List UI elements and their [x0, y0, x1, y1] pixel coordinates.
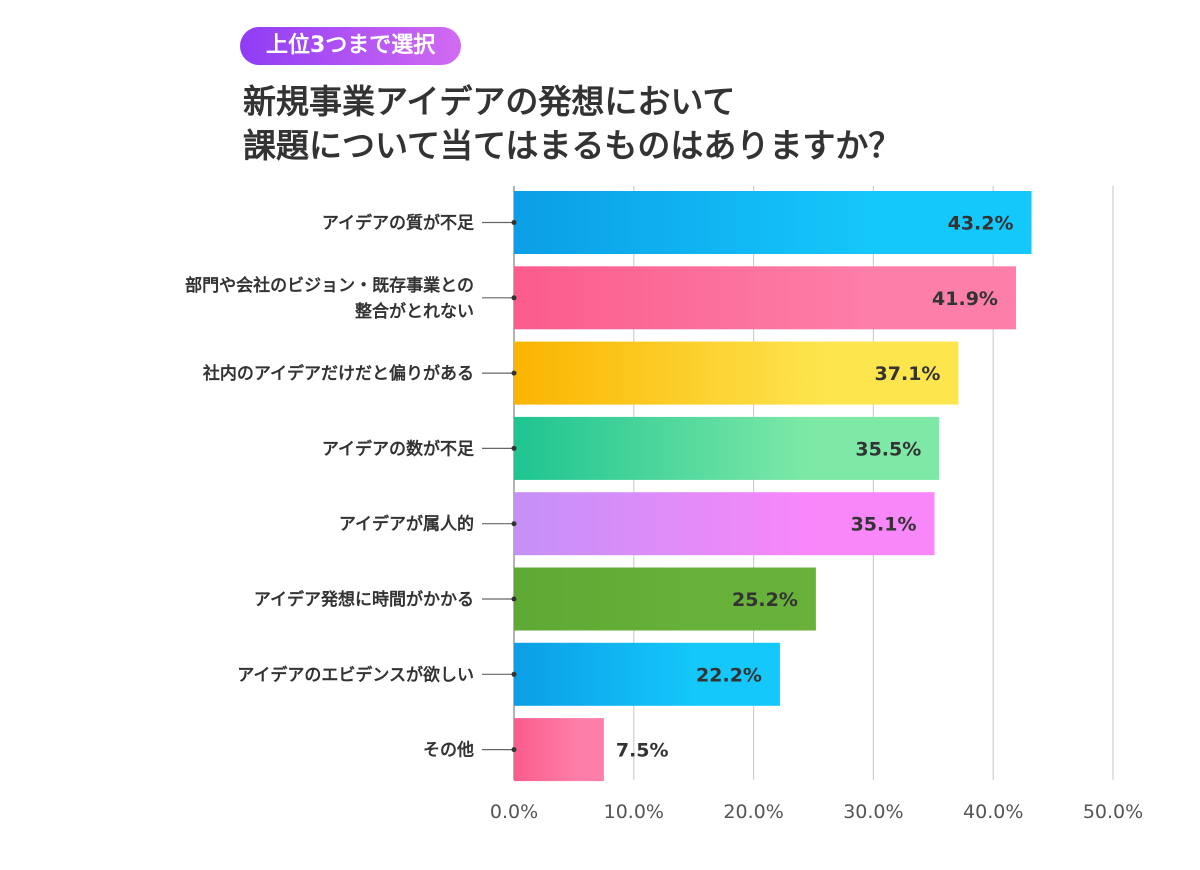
bar-value-label: 35.5% [855, 438, 921, 460]
bar-value-label: 25.2% [732, 589, 798, 611]
labels: 0.0% 10.0% 20.0% 30.0% 40.0% 50.0% 43.2% アイデアの質… [185, 213, 1143, 824]
category-tick-dot [511, 521, 517, 527]
bar [514, 416, 940, 480]
bars [514, 191, 1032, 782]
bar [514, 191, 1032, 254]
bar-value-label: 37.1% [875, 363, 941, 385]
category-label: アイデアの数が不足 [322, 438, 474, 459]
bar-value-label: 7.5% [616, 740, 669, 762]
category-label: その他 [423, 740, 474, 761]
bar-value-label: 35.1% [851, 514, 917, 536]
category-label: アイデアが属人的 [339, 514, 474, 535]
x-tick-label: 40.0% [963, 801, 1023, 823]
title-line-1: 新規事業アイデアの発想において [243, 82, 736, 121]
x-tick-label: 20.0% [723, 801, 783, 823]
category-tick-dot [511, 220, 517, 225]
bar [514, 492, 935, 556]
selection-badge: 上位3つまで選択 [240, 27, 462, 65]
category-tick-dot [511, 370, 517, 376]
x-tick-label: 30.0% [843, 801, 903, 823]
x-tick-label: 50.0% [1083, 801, 1143, 823]
category-label: 社内のアイデアだけだと偏りがある [202, 363, 474, 384]
x-tick-label: 0.0% [490, 801, 538, 823]
bar [514, 266, 1016, 330]
category-tick-dot [511, 747, 517, 753]
bar-value-label: 41.9% [932, 288, 998, 310]
category-label: 部門や会社のビジョン・既存事業との [185, 275, 474, 296]
category-label: 整合がとれない [355, 301, 474, 322]
category-tick-dot [511, 596, 517, 602]
category-label: アイデアのエビデンスが欲しい [237, 664, 474, 685]
bar [514, 567, 816, 631]
category-tick-dot [511, 671, 517, 677]
title-line-2: 課題について当てはまるものはありますか？ [243, 126, 902, 165]
x-tick-label: 10.0% [604, 801, 664, 823]
category-tick-dot [511, 445, 517, 451]
page-title: 新規事業アイデアの発想において 課題について当てはまるものはありますか？ [243, 80, 901, 168]
bar-value-label: 43.2% [948, 213, 1014, 235]
category-tick-dot [511, 295, 517, 301]
bar-value-label: 22.2% [696, 664, 762, 686]
bar [514, 642, 780, 706]
category-label: アイデアの質が不足 [322, 213, 474, 234]
bar [514, 718, 604, 782]
category-label: アイデア発想に時間がかかる [254, 589, 474, 610]
bar [514, 341, 959, 405]
